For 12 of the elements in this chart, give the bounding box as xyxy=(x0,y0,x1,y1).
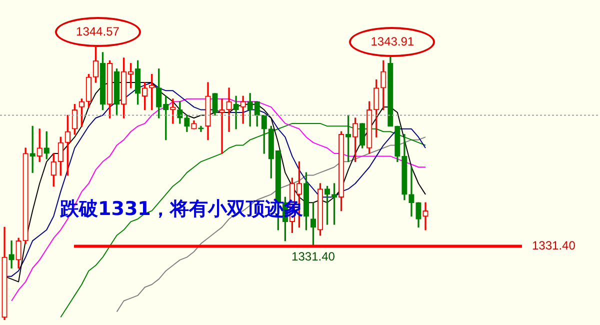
candlestick xyxy=(233,96,239,130)
candlestick xyxy=(408,166,414,217)
candlestick xyxy=(219,98,225,154)
annotation: 1343.91 xyxy=(370,34,414,48)
candlestick xyxy=(240,96,246,124)
candlestick xyxy=(226,88,232,132)
text: 1331.40 xyxy=(532,238,576,253)
candlestick xyxy=(30,126,36,173)
candlestick xyxy=(8,240,14,268)
annotation: 1331.40 xyxy=(292,250,336,264)
candlestick xyxy=(422,202,428,230)
annotation: 1344.57 xyxy=(76,24,120,38)
